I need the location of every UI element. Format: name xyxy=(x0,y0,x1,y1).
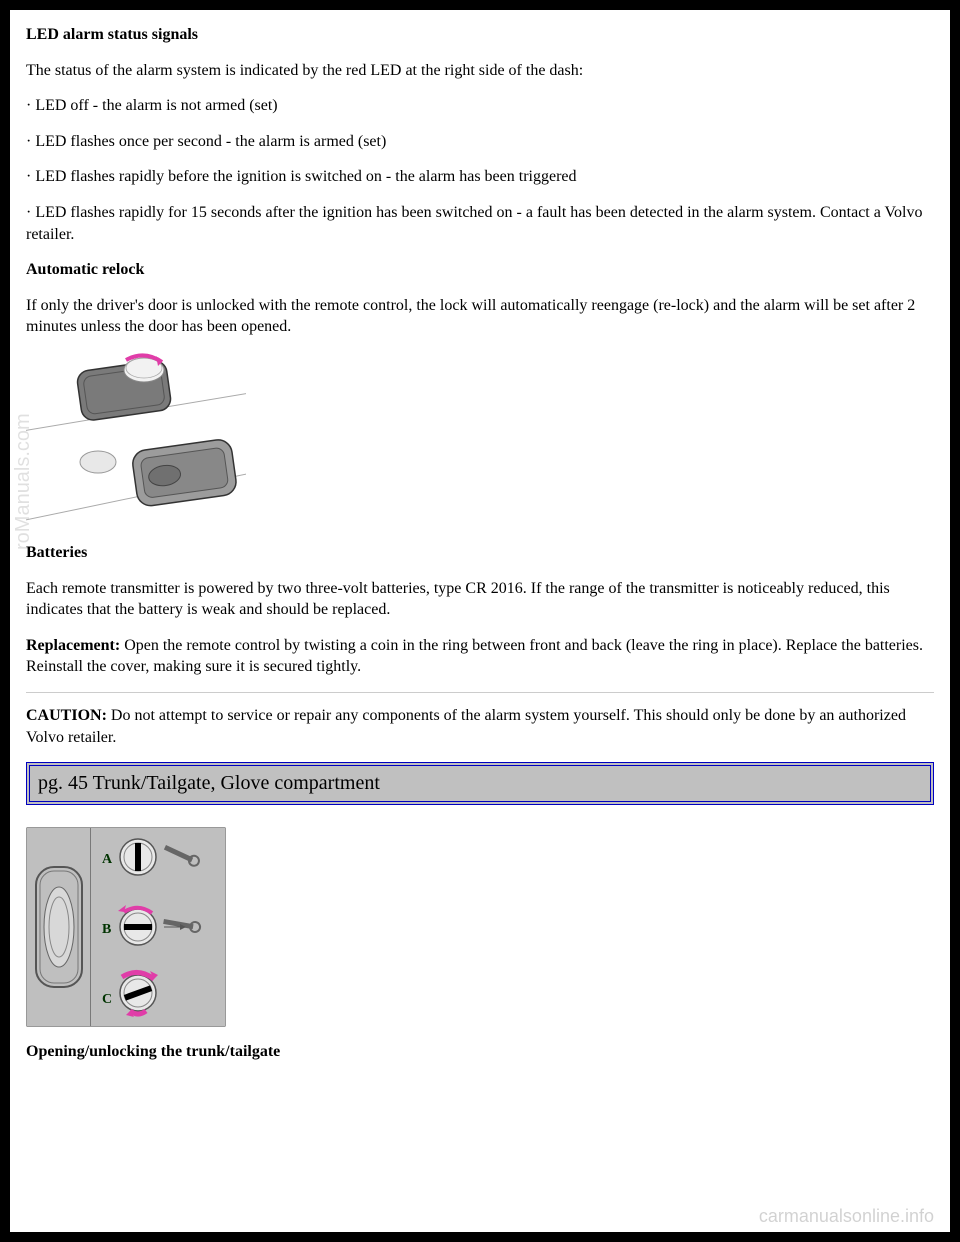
replacement-body: Open the remote control by twisting a co… xyxy=(26,637,923,676)
caution-body: Do not attempt to service or repair any … xyxy=(26,707,906,746)
footer-watermark: carmanualsonline.info xyxy=(759,1204,934,1228)
heading-auto-relock: Automatic relock xyxy=(26,259,934,281)
led-bullet-1: · LED flashes once per second - the alar… xyxy=(26,131,934,153)
caution-para: CAUTION: Do not attempt to service or re… xyxy=(26,705,934,748)
remote-battery-illustration xyxy=(26,352,246,532)
led-bullet-2: · LED flashes rapidly before the ignitio… xyxy=(26,166,934,188)
divider xyxy=(26,692,934,693)
batteries-body: Each remote transmitter is powered by tw… xyxy=(26,578,934,621)
led-intro: The status of the alarm system is indica… xyxy=(26,60,934,82)
lock-label-c: C xyxy=(102,992,112,1007)
lock-label-b: B xyxy=(102,922,111,937)
heading-batteries: Batteries xyxy=(26,542,934,564)
replacement-para: Replacement: Open the remote control by … xyxy=(26,635,934,678)
led-bullet-3: · LED flashes rapidly for 15 seconds aft… xyxy=(26,202,934,245)
trunk-lock-illustration: A B C xyxy=(26,827,226,1027)
auto-relock-body: If only the driver's door is unlocked wi… xyxy=(26,295,934,338)
caution-label: CAUTION: xyxy=(26,707,107,724)
lock-label-a: A xyxy=(102,852,113,867)
heading-trunk-tailgate: Opening/unlocking the trunk/tailgate xyxy=(26,1041,934,1063)
led-bullet-0: · LED off - the alarm is not armed (set) xyxy=(26,95,934,117)
replacement-label: Replacement: xyxy=(26,637,120,654)
page-header-box: pg. 45 Trunk/Tailgate, Glove compartment xyxy=(26,762,934,805)
manual-page: roManuals.com LED alarm status signals T… xyxy=(10,10,950,1232)
heading-led-status: LED alarm status signals xyxy=(26,24,934,46)
